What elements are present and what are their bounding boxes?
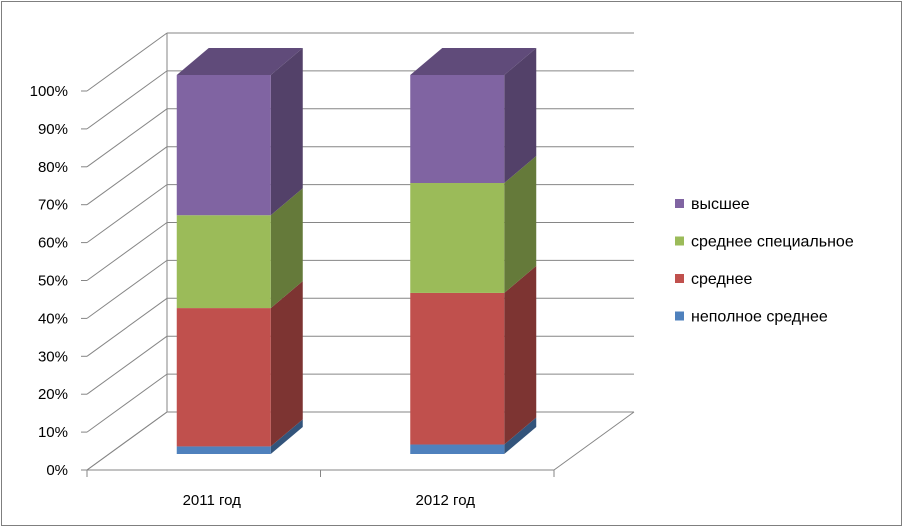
side-gridline (86, 184, 168, 244)
legend: высшее среднее специальное среднее неполное… (675, 196, 854, 326)
legend-label: высшее (691, 196, 750, 213)
chart-walls (86, 33, 635, 471)
y-tick-label: 0% (46, 462, 68, 479)
y-tick-label: 70% (38, 197, 68, 214)
legend-item: среднее специальное (675, 234, 854, 251)
legend-item: высшее (675, 196, 750, 213)
bar-segment (410, 444, 505, 454)
bar-segment (410, 183, 505, 293)
x-axis-tick-labels: 2011 год 2012 год (183, 492, 476, 509)
legend-swatch (675, 311, 684, 321)
side-gridline (86, 297, 168, 357)
bar-segment-side (504, 48, 537, 184)
x-tick-label: 2012 год (416, 492, 476, 509)
y-tick-label: 100% (30, 83, 68, 100)
bar-segment-side (270, 188, 303, 309)
bar-segment (176, 215, 271, 309)
y-tick-label: 50% (38, 273, 68, 290)
side-gridline (86, 32, 168, 92)
y-tick-label: 90% (38, 121, 68, 138)
bar-stack-1 (176, 48, 303, 454)
side-gridline (86, 335, 168, 395)
bar-segment (176, 446, 271, 454)
bar-segment-side (270, 48, 303, 216)
bars (176, 48, 537, 454)
bar-segment-side (270, 281, 303, 447)
legend-item: среднее (675, 271, 753, 288)
side-gridline (86, 259, 168, 319)
y-tick-label: 80% (38, 159, 68, 176)
side-gridline (86, 411, 168, 471)
legend-swatch (675, 274, 684, 283)
bar-segment (410, 75, 505, 184)
side-gridline (86, 108, 168, 168)
legend-swatch (675, 236, 684, 246)
y-tick-label: 30% (38, 348, 68, 365)
bar-stack-2 (410, 48, 537, 454)
legend-swatch (675, 199, 684, 208)
bar-segment-side (504, 265, 537, 445)
bar-segment-side (504, 417, 537, 454)
bar-top (176, 48, 303, 75)
y-tick-label: 20% (38, 386, 68, 403)
side-gridline (86, 222, 168, 281)
y-axis-tick-labels: 0% 10% 20% 30% 40% 50% 60% 70% 80% 90% 100% (30, 83, 68, 479)
side-gridline (86, 70, 168, 130)
x-tick-label: 2011 год (183, 492, 242, 509)
y-tick-label: 10% (38, 424, 68, 441)
bar-segment (176, 308, 271, 447)
bar-segment (176, 75, 271, 216)
y-tick-label: 40% (38, 310, 68, 327)
bar-segment (410, 292, 505, 445)
side-gridline (86, 146, 168, 206)
legend-label: неполное среднее (691, 309, 828, 326)
legend-label: среднее специальное (691, 234, 854, 251)
gridlines (81, 32, 634, 477)
legend-label: среднее (691, 271, 753, 288)
side-gridline (86, 373, 168, 433)
bar-top (410, 48, 537, 75)
bar-segment-side (270, 419, 303, 454)
bar-segment-side (504, 156, 537, 293)
y-tick-label: 60% (38, 235, 68, 252)
floor-right-edge (553, 411, 635, 471)
legend-item: неполное среднее (675, 309, 828, 326)
